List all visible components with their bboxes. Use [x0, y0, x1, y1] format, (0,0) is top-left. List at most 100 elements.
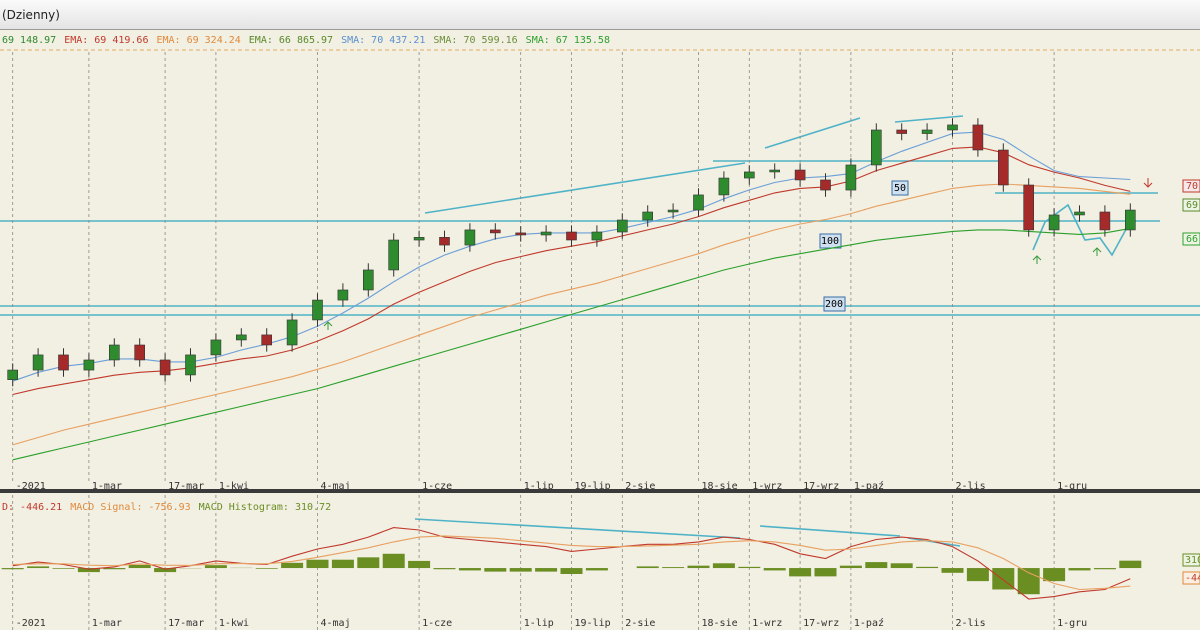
x-tick-label: 17-wrz [803, 618, 839, 629]
badge-label: 100 [821, 236, 839, 247]
histogram-bar [52, 568, 75, 569]
candle-body [1048, 214, 1060, 231]
edge-label: 70 [1182, 179, 1200, 193]
x-tick-label: 2-lis [956, 618, 986, 629]
histogram-bar [687, 565, 710, 569]
badge-label: 200 [825, 299, 843, 310]
x-tick-label: -2021 [16, 481, 46, 492]
x-tick-label: 4-maj [321, 481, 351, 492]
window-title: (Dzienny) [2, 8, 60, 22]
x-tick-label: 2-lis [956, 481, 986, 492]
candle-body [362, 269, 374, 291]
buy-arrow [1092, 247, 1102, 256]
candle-body [236, 334, 247, 341]
candle-body [159, 359, 171, 376]
x-tick-label: 17-mar [168, 618, 204, 629]
buy-arrow [323, 321, 333, 330]
legend-entry: EMA: 69 419.66 [64, 35, 149, 46]
histogram-bar [382, 553, 405, 569]
x-tick-label: 18-sie [702, 481, 738, 492]
candle-body [413, 237, 425, 241]
histogram-bar [763, 568, 786, 571]
macd-trend-line [414, 518, 741, 539]
candle-body [794, 169, 806, 181]
histogram-bar [560, 568, 583, 574]
candle-body [616, 219, 628, 233]
histogram-bar [1093, 568, 1116, 570]
candle-body [337, 289, 349, 301]
candle-body [32, 354, 44, 371]
histogram-bar [408, 560, 431, 569]
candle-body [566, 231, 577, 241]
edge-label: 69 [1182, 198, 1200, 212]
candle-body [109, 344, 120, 361]
ma-badge: 50 [891, 180, 909, 196]
candle-body [261, 334, 273, 346]
x-tick-label: 4-maj [321, 618, 351, 629]
edge-label-text: -44 [1185, 573, 1200, 584]
histogram-bar [357, 557, 380, 569]
candle-body [845, 164, 857, 191]
histogram-bar [1043, 568, 1066, 582]
macd-trend-line [759, 525, 901, 537]
edge-label: 310 [1182, 553, 1200, 567]
histogram-bar [738, 566, 761, 569]
candle-body [693, 194, 704, 211]
histogram-bar [789, 568, 812, 577]
panel-divider [0, 489, 1200, 493]
x-tick-label: 1-cze [422, 481, 452, 492]
histogram-bar [585, 568, 608, 571]
candle-body [769, 169, 781, 173]
candle-body [58, 354, 69, 371]
x-tick-label: 1-kwi [219, 481, 249, 492]
macd-trend-line [907, 537, 961, 547]
x-tick-label: 1-cze [422, 618, 452, 629]
histogram-bar [916, 566, 939, 569]
title-bar: (Dzienny) [0, 0, 1200, 30]
histogram-bar [484, 568, 507, 572]
histogram-bar [1068, 568, 1091, 571]
indicator-line [12, 227, 1131, 461]
indicator-line [12, 183, 1131, 446]
candle-body [210, 339, 222, 356]
x-tick-label: 1-gru [1057, 618, 1087, 629]
x-tick-label: 1-lip [524, 481, 554, 492]
legend-entry: EMA: 66 865.97 [248, 35, 334, 46]
x-tick-label: 1-wrz [752, 481, 782, 492]
candle-body [134, 344, 145, 361]
x-tick-label: 19-lip [575, 481, 611, 492]
legend-entry: EMA: 69 324.24 [156, 35, 241, 46]
histogram-bar [154, 568, 177, 573]
legend-entry: SMA: 70 599.16 [433, 35, 518, 46]
trend-line [894, 115, 964, 123]
indicator-line [12, 527, 1131, 600]
candle-body [642, 211, 654, 221]
histogram-bar [331, 559, 354, 569]
legend-entry: MACD Histogram: 310.72 [198, 502, 332, 513]
histogram-bar [839, 565, 862, 569]
candle-body [667, 209, 679, 213]
histogram-bar [458, 568, 481, 571]
ma-badge: 100 [819, 233, 842, 249]
legend-entry: SMA: 70 437.21 [341, 35, 426, 46]
candle-body [743, 171, 755, 179]
histogram-bar [255, 568, 278, 569]
histogram-bar [890, 563, 913, 569]
legend-entry: SMA: 67 135.58 [525, 35, 610, 46]
candle-body [489, 229, 501, 234]
histogram-bar [433, 568, 456, 570]
histogram-bar [966, 568, 989, 582]
candle-body [388, 239, 400, 271]
x-tick-label: 17-mar [168, 481, 204, 492]
histogram-bar [306, 559, 329, 569]
candle-body [921, 129, 933, 134]
edge-label-text: 69 [1186, 200, 1198, 211]
indicator-line [12, 535, 1131, 591]
candle-body [286, 319, 298, 346]
pattern-line [1032, 203, 1131, 257]
histogram-bar [1119, 560, 1142, 569]
buy-arrow [1032, 255, 1042, 264]
x-tick-label: 1-mar [92, 481, 122, 492]
histogram-bar [204, 565, 227, 569]
